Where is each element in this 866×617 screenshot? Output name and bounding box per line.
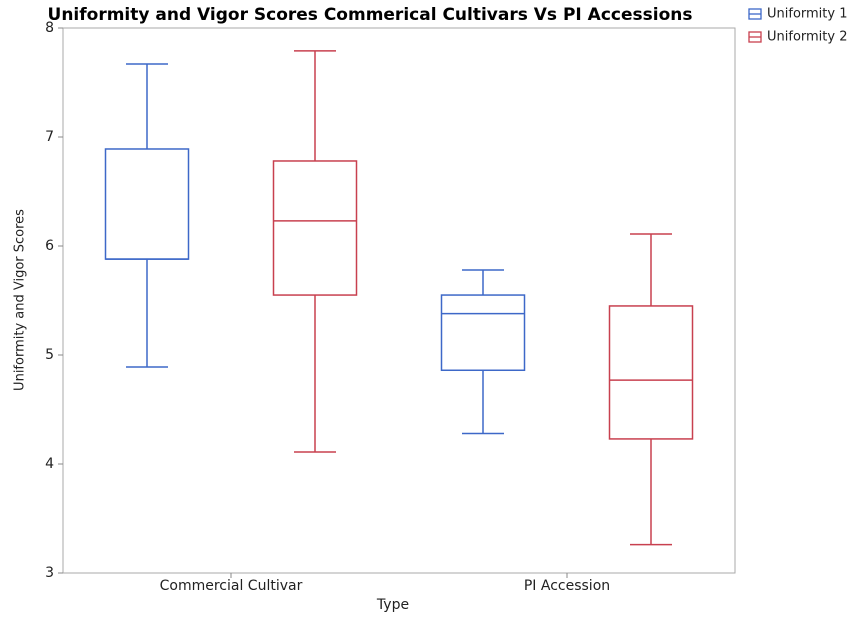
y-tick-label: 4 [45, 456, 54, 472]
y-tick-label: 5 [45, 347, 54, 363]
x-tick-label: Commercial Cultivar [160, 578, 303, 594]
box [104, 148, 190, 260]
x-tick-label: PI Accession [524, 578, 610, 594]
box [272, 160, 358, 296]
y-tick-label: 3 [45, 565, 54, 581]
box [440, 294, 526, 372]
x-axis-label: Type [376, 597, 409, 613]
box [608, 305, 694, 440]
chart-title: Uniformity and Vigor Scores Commerical C… [48, 5, 693, 25]
legend-label: Uniformity 1 [767, 7, 847, 22]
y-tick-label: 7 [45, 129, 54, 145]
y-tick-label: 8 [45, 20, 54, 36]
plot-frame [62, 27, 736, 574]
y-tick-label: 6 [45, 238, 54, 254]
legend-label: Uniformity 2 [767, 30, 847, 45]
y-axis-label: Uniformity and Vigor Scores [13, 209, 28, 391]
